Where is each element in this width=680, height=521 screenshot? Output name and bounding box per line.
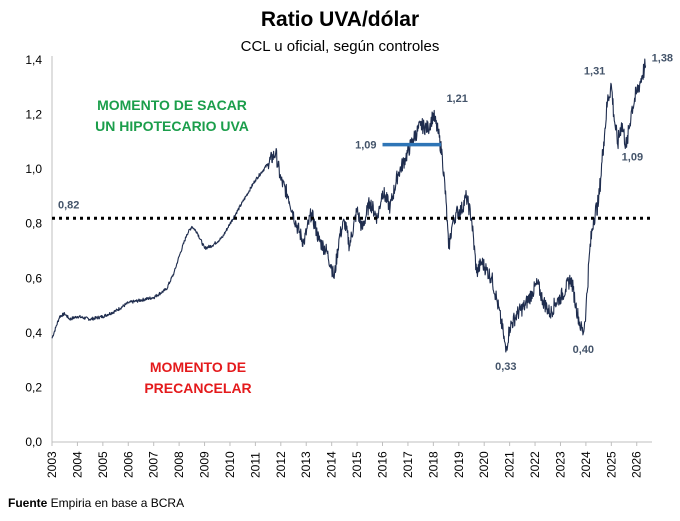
reference-line-label: 0,82 — [58, 199, 79, 211]
chart-subtitle: CCL u oficial, según controles — [240, 38, 440, 55]
y-tick-label: 0,6 — [25, 271, 42, 285]
x-tick-label: 2023 — [553, 451, 567, 478]
y-tick-label: 1,0 — [25, 162, 42, 176]
value-annotation: 0,33 — [495, 361, 516, 373]
source-note: Fuente Empiria en base a BCRA — [8, 496, 184, 510]
x-tick-label: 2015 — [350, 451, 364, 478]
x-tick-label: 2022 — [528, 451, 542, 478]
x-tick-label: 2010 — [223, 451, 237, 478]
x-tick-label: 2020 — [477, 451, 491, 478]
x-tick-label: 2009 — [198, 451, 212, 478]
x-tick-label: 2012 — [274, 451, 288, 478]
x-tick-label: 2005 — [96, 451, 110, 478]
x-tick-label: 2011 — [248, 452, 262, 478]
ratio-series-line — [51, 58, 647, 353]
x-tick-label: 2024 — [579, 451, 593, 478]
zone-label-hipotecario: MOMENTO DE SACAR — [97, 97, 247, 113]
x-tick-label: 2014 — [325, 451, 339, 478]
x-tick-label: 2019 — [452, 451, 466, 478]
zone-label-hipotecario: UN HIPOTECARIO UVA — [95, 118, 249, 134]
y-tick-label: 0,8 — [25, 217, 42, 231]
x-tick-label: 2013 — [299, 451, 313, 478]
y-tick-label: 0,2 — [25, 380, 42, 394]
x-tick-label: 2003 — [45, 451, 59, 478]
x-tick-label: 2018 — [426, 451, 440, 478]
x-tick-label: 2008 — [172, 451, 186, 478]
x-tick-label: 2017 — [401, 451, 415, 478]
x-tick-label: 2026 — [630, 451, 644, 478]
y-tick-label: 1,4 — [25, 53, 42, 67]
chart-title: Ratio UVA/dólar — [260, 8, 420, 31]
value-annotation: 1,09 — [622, 152, 643, 164]
source-text: Empiria en base a BCRA — [47, 496, 185, 510]
value-annotation: 1,31 — [584, 66, 605, 78]
x-tick-label: 2025 — [604, 451, 618, 478]
y-tick-label: 0,0 — [25, 435, 42, 449]
value-annotation: 0,40 — [573, 344, 594, 356]
source-label: Fuente — [8, 496, 48, 510]
x-tick-label: 2006 — [121, 451, 135, 478]
y-tick-label: 0,4 — [25, 326, 42, 340]
zone-label-precancelar: MOMENTO DE — [150, 359, 246, 375]
zone-label-precancelar: PRECANCELAR — [144, 380, 251, 396]
x-tick-label: 2021 — [503, 451, 517, 478]
value-annotation: 1,21 — [446, 93, 467, 105]
x-tick-label: 2004 — [70, 451, 84, 478]
value-annotation: 1,38 — [652, 52, 673, 64]
segment-label: 1,09 — [355, 140, 376, 152]
x-tick-label: 2016 — [376, 451, 390, 478]
y-tick-label: 1,2 — [25, 108, 42, 122]
x-tick-label: 2007 — [147, 451, 161, 478]
